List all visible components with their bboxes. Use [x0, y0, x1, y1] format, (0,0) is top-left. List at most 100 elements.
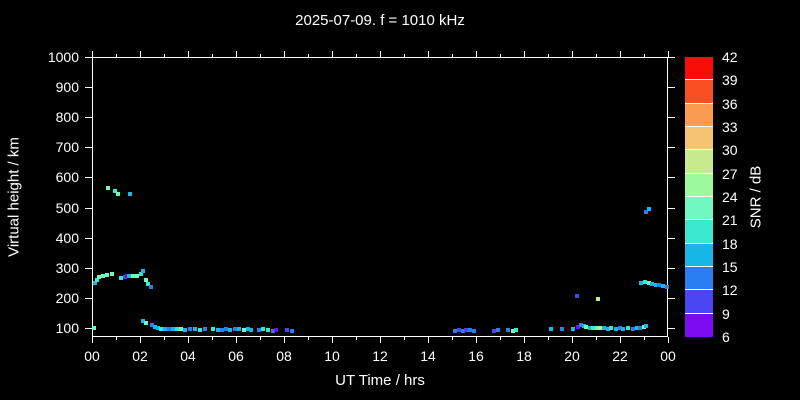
- data-point: [289, 328, 294, 333]
- colorbar-segment: [685, 243, 713, 267]
- data-point: [574, 293, 579, 298]
- x-minor-tick: [212, 337, 213, 340]
- data-point: [644, 323, 649, 328]
- colorbar-tick-label: 27: [722, 165, 738, 182]
- data-point: [657, 283, 662, 288]
- data-point: [581, 323, 586, 328]
- data-point: [496, 327, 501, 332]
- x-major-tick: [524, 51, 525, 57]
- data-point: [149, 322, 154, 327]
- x-minor-tick: [404, 337, 405, 340]
- x-minor-tick: [500, 337, 501, 340]
- x-minor-tick: [260, 54, 261, 57]
- x-tick-label: 00: [84, 348, 100, 364]
- x-major-tick: [476, 51, 477, 57]
- data-point: [584, 324, 589, 329]
- y-major-tick: [85, 177, 92, 179]
- y-major-tick: [668, 147, 675, 149]
- data-point: [643, 280, 647, 285]
- colorbar-tick-label: 42: [722, 49, 738, 65]
- data-point: [163, 327, 167, 332]
- data-point: [464, 327, 469, 332]
- x-tick-label: 08: [276, 348, 292, 364]
- data-point: [116, 192, 121, 197]
- data-point: [285, 327, 290, 332]
- data-point: [265, 327, 270, 332]
- x-minor-tick: [548, 337, 549, 340]
- colorbar-segment: [685, 313, 713, 337]
- data-point: [595, 326, 599, 331]
- y-major-tick: [668, 267, 675, 269]
- x-minor-tick: [164, 337, 165, 340]
- data-point: [245, 327, 250, 332]
- x-major-tick: [188, 337, 189, 343]
- data-point: [653, 282, 658, 287]
- data-point: [105, 186, 110, 191]
- data-point: [140, 269, 145, 274]
- y-major-tick: [85, 57, 92, 58]
- data-point: [650, 281, 655, 286]
- data-point: [605, 326, 610, 331]
- colorbar-tick-label: 33: [722, 119, 738, 135]
- y-major-tick: [668, 57, 675, 58]
- colorbar-segment: [685, 173, 713, 197]
- y-major-tick: [85, 117, 92, 119]
- data-point: [621, 326, 626, 331]
- x-major-tick: [668, 51, 669, 57]
- data-point: [220, 328, 225, 333]
- x-minor-tick: [116, 54, 117, 57]
- data-point: [211, 326, 215, 331]
- data-point: [143, 278, 148, 283]
- data-point: [188, 326, 193, 331]
- y-major-tick: [85, 267, 92, 269]
- data-point: [587, 325, 592, 330]
- data-point: [644, 209, 649, 214]
- data-point: [159, 326, 164, 331]
- x-minor-tick: [308, 54, 309, 57]
- data-point: [598, 325, 603, 330]
- x-major-tick: [620, 337, 621, 343]
- x-major-tick: [140, 337, 141, 343]
- y-tick-label: 400: [55, 229, 79, 246]
- x-major-tick: [92, 51, 93, 57]
- x-tick-label: 02: [132, 348, 148, 364]
- x-minor-tick: [212, 54, 213, 57]
- x-tick-label: 06: [228, 348, 244, 364]
- data-point: [109, 271, 114, 276]
- y-major-tick: [85, 207, 92, 209]
- data-point: [143, 320, 148, 325]
- x-major-tick: [236, 51, 237, 57]
- data-point: [453, 328, 458, 333]
- data-point: [228, 327, 233, 332]
- data-point: [232, 327, 237, 332]
- x-major-tick: [188, 51, 189, 57]
- y-major-tick: [668, 117, 675, 119]
- x-minor-tick: [644, 337, 645, 340]
- data-point: [578, 322, 583, 327]
- data-point: [602, 326, 607, 331]
- x-minor-tick: [164, 54, 165, 57]
- y-tick-label: 500: [55, 199, 79, 216]
- y-major-tick: [85, 147, 92, 149]
- data-point: [638, 325, 643, 330]
- x-major-tick: [428, 51, 429, 57]
- colorbar-tick-label: 6: [722, 329, 730, 345]
- data-point: [125, 274, 130, 279]
- y-major-tick: [85, 87, 92, 89]
- colorbar-segment: [685, 103, 713, 127]
- y-major-tick: [85, 327, 92, 329]
- x-minor-tick: [404, 54, 405, 57]
- x-minor-tick: [644, 54, 645, 57]
- y-major-tick: [668, 297, 675, 299]
- x-minor-tick: [596, 337, 597, 340]
- data-point: [626, 326, 631, 331]
- x-tick-label: 22: [612, 348, 628, 364]
- data-point: [193, 327, 197, 332]
- x-minor-tick: [500, 54, 501, 57]
- x-major-tick: [476, 337, 477, 343]
- data-point: [166, 326, 171, 331]
- x-minor-tick: [596, 54, 597, 57]
- data-point: [631, 326, 635, 331]
- data-point: [249, 327, 254, 332]
